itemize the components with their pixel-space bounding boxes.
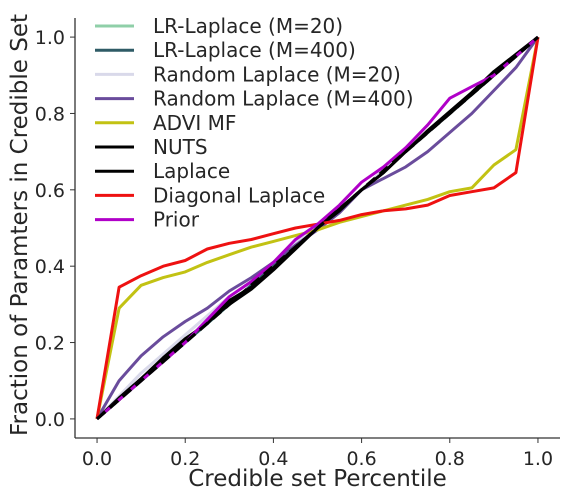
legend-label-nuts: NUTS <box>153 135 208 159</box>
legend-label-random-laplace-m-400: Random Laplace (M=400) <box>153 87 414 111</box>
x-tick-label: 0.2 <box>170 448 200 470</box>
legend: LR-Laplace (M=20)LR-Laplace (M=400)Rando… <box>95 14 414 232</box>
y-tick-label: 0.0 <box>35 409 65 431</box>
legend-label-diagonal-laplace: Diagonal Laplace <box>153 183 325 207</box>
y-tick-label: 1.0 <box>35 27 65 49</box>
x-tick-label: 1.0 <box>523 448 553 470</box>
y-tick-label: 0.6 <box>35 180 65 202</box>
legend-label-advi-mf: ADVI MF <box>153 111 236 135</box>
x-tick-label: 0.8 <box>435 448 465 470</box>
y-tick-label: 0.8 <box>35 103 65 125</box>
ticks: 0.0 0.2 0.4 0.6 0.8 1.0 0.0 0.2 0.4 0.6 0.8 1.0 <box>35 27 553 470</box>
series-line-prior <box>96 35 539 421</box>
y-axis-label: Fraction of Paramters in Credible Set <box>7 14 33 436</box>
y-tick-label: 0.4 <box>35 256 65 278</box>
legend-label-random-laplace-m-20: Random Laplace (M=20) <box>153 62 401 86</box>
x-tick-label: 0.0 <box>82 448 112 470</box>
legend-label-laplace: Laplace <box>153 159 230 183</box>
x-axis-label: Credible set Percentile <box>188 466 447 492</box>
x-tick-label: 0.4 <box>258 448 288 470</box>
axes <box>74 18 560 439</box>
series-layer <box>95 35 540 421</box>
legend-label-prior: Prior <box>153 208 200 232</box>
y-tick-label: 0.2 <box>35 333 65 355</box>
reference-diagonal-line <box>95 35 540 421</box>
legend-label-lr-laplace-m-20: LR-Laplace (M=20) <box>153 14 343 38</box>
x-tick-label: 0.6 <box>346 448 376 470</box>
legend-label-lr-laplace-m-400: LR-Laplace (M=400) <box>153 38 356 62</box>
